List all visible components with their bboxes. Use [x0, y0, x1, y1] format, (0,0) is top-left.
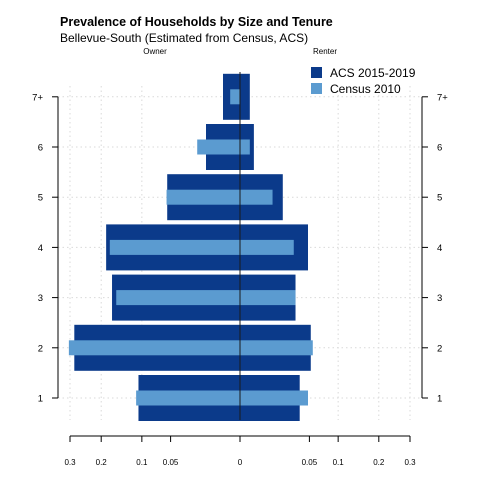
axes: 1 1 2 2 3 3 4 4 5 5 6 6 7+ 7+ 0.3 0.2 0.1 0.05 0 0.05 0.1 0.2…	[32, 92, 448, 467]
x-tick-label: 0.3	[64, 458, 76, 467]
chart-subtitle: Bellevue-South (Estimated from Census, A…	[60, 31, 308, 45]
x-tick-label: 0.2	[96, 458, 108, 467]
y-tick-label-left: 1	[38, 394, 43, 405]
census-renter-bar	[240, 390, 308, 406]
y-tick-label-right: 4	[437, 243, 442, 254]
census-owner-bar	[230, 89, 240, 105]
census-renter-bar	[240, 239, 294, 255]
y-tick-label-left: 7+	[32, 92, 43, 103]
x-tick-label: 0.05	[163, 458, 179, 467]
renter-label: Renter	[313, 47, 337, 56]
census-owner-bar	[166, 189, 240, 205]
census-owner-bar	[197, 139, 240, 155]
y-tick-label-right: 3	[437, 293, 442, 304]
legend: ACS 2015-2019 Census 2010	[311, 66, 416, 96]
y-tick-label-left: 4	[38, 243, 43, 254]
y-tick-label-right: 5	[437, 193, 442, 204]
bars	[68, 73, 313, 421]
census-owner-bar	[68, 340, 240, 356]
y-tick-label-left: 6	[38, 143, 43, 154]
legend-swatch-census	[311, 83, 322, 94]
y-tick-label-right: 7+	[437, 92, 448, 103]
x-tick-label: 0.05	[302, 458, 318, 467]
x-tick-label: 0	[238, 458, 243, 467]
y-tick-label-left: 5	[38, 193, 43, 204]
census-owner-bar	[136, 390, 240, 406]
census-renter-bar	[240, 189, 273, 205]
y-tick-label-left: 3	[38, 293, 43, 304]
x-tick-label: 0.1	[333, 458, 345, 467]
y-tick-label-right: 1	[437, 394, 442, 405]
x-tick-label: 0.3	[404, 458, 416, 467]
census-owner-bar	[109, 239, 240, 255]
legend-label-acs: ACS 2015-2019	[330, 66, 416, 80]
chart-title: Prevalence of Households by Size and Ten…	[60, 15, 333, 29]
legend-label-census: Census 2010	[330, 82, 401, 96]
x-tick-label: 0.2	[373, 458, 385, 467]
acs-renter-bar	[240, 73, 250, 120]
owner-label: Owner	[143, 47, 167, 56]
x-tick-label: 0.1	[136, 458, 148, 467]
y-tick-label-right: 6	[437, 143, 442, 154]
legend-swatch-acs	[311, 67, 322, 78]
census-owner-bar	[116, 290, 240, 306]
y-tick-label-right: 2	[437, 343, 442, 354]
y-tick-label-left: 2	[38, 343, 43, 354]
census-renter-bar	[240, 290, 296, 306]
census-renter-bar	[240, 340, 313, 356]
census-renter-bar	[240, 139, 250, 155]
